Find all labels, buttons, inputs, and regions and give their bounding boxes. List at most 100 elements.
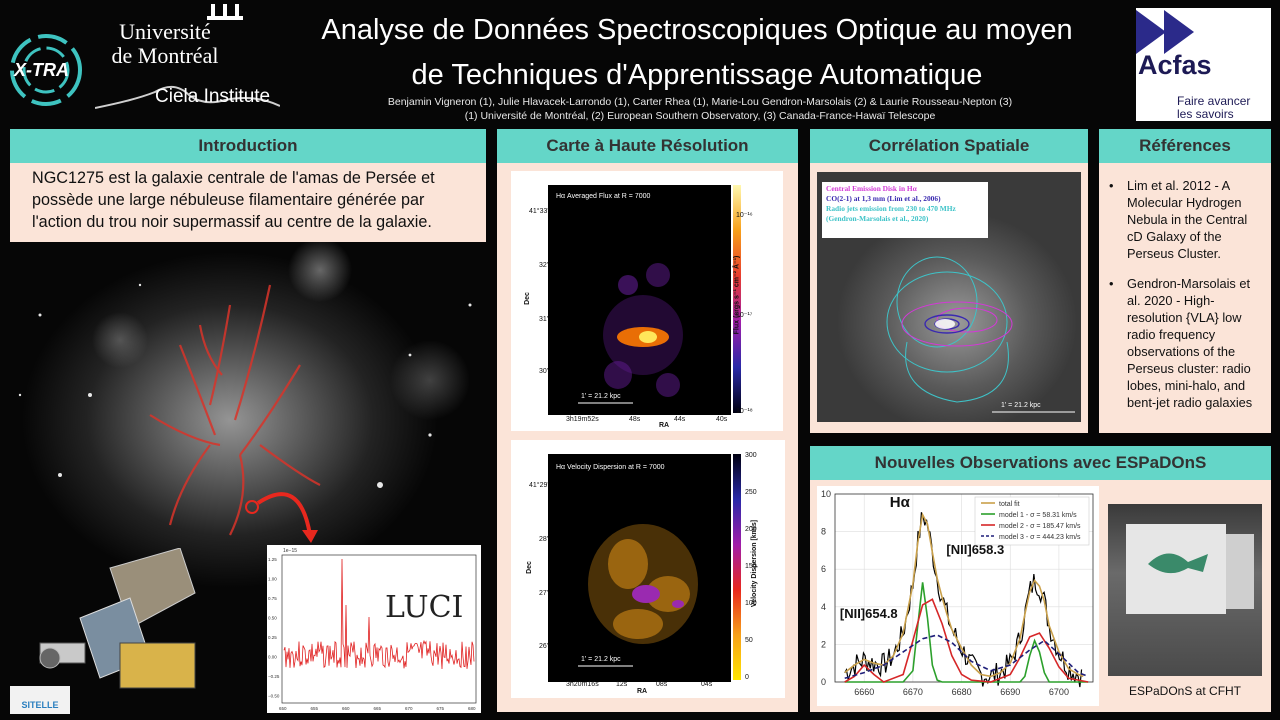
velocity-colorbar-tick: 150 bbox=[745, 563, 757, 570]
velocity-map-title: Hα Velocity Dispersion at R = 7000 bbox=[556, 464, 665, 471]
velocity-x-tick: 12s bbox=[616, 681, 628, 688]
luci-logo-text: LUCI bbox=[385, 590, 463, 625]
luci-y-tick: 1.25 bbox=[268, 557, 277, 562]
velocity-map-ylabel: Dec bbox=[525, 561, 533, 574]
reference-text: Lim et al. 2012 - A Molecular Hydrogen N… bbox=[1127, 178, 1248, 261]
flux-map-ylabel: Dec bbox=[523, 292, 531, 305]
flux-colorbar bbox=[733, 185, 741, 413]
velocity-map-figure: Hα Velocity Dispersion at R = 7000 1' = … bbox=[511, 440, 785, 698]
acfas-tagline: Faire avancer les savoirs bbox=[1177, 95, 1250, 121]
acfas-logo-name: Acfas bbox=[1138, 50, 1212, 80]
luci-y-tick: 0.25 bbox=[268, 635, 277, 640]
annotation-nii-6548: [NII]654.8 bbox=[840, 606, 898, 621]
series-line-0 bbox=[844, 512, 1084, 678]
correlation-legend: Central Emission Disk in Hα CO(2-1) at 1… bbox=[822, 182, 988, 238]
luci-x-tick: 670 bbox=[405, 706, 413, 711]
velocity-y-tick: 28' bbox=[539, 536, 549, 543]
flux-colorbar-tick: 10⁻¹⁷ bbox=[736, 312, 753, 319]
x-tick-label: 6700 bbox=[1049, 687, 1069, 697]
y-tick-label: 2 bbox=[821, 639, 826, 649]
x-tick-label: 6690 bbox=[1000, 687, 1020, 697]
espadons-photo bbox=[1108, 504, 1262, 676]
introduction-heading: Introduction bbox=[10, 129, 486, 163]
series-line-3 bbox=[844, 634, 1089, 680]
ciela-mountain-icon bbox=[95, 85, 280, 109]
luci-y-tick: 1.00 bbox=[268, 577, 277, 582]
x-tick-label: 6660 bbox=[854, 687, 874, 697]
references-heading: Références bbox=[1099, 129, 1271, 163]
legend-co: CO(2-1) at 1,3 mm (Lim et al., 2006) bbox=[826, 194, 941, 203]
legend-entry: model 3 - σ = 444.23 km/s bbox=[999, 534, 1081, 541]
acfas-logo bbox=[1136, 8, 1271, 121]
luci-x-tick: 655 bbox=[311, 706, 319, 711]
espadons-enclosure-side bbox=[1226, 534, 1254, 609]
udem-logo: Université de Montréal bbox=[85, 20, 245, 68]
flux-y-tick: 31' bbox=[539, 316, 549, 323]
flux-map-emission bbox=[578, 263, 683, 404]
velocity-colorbar-tick: 50 bbox=[745, 637, 753, 644]
luci-x-tick: 665 bbox=[374, 706, 382, 711]
poster-title-line1: Analyse de Données Spectroscopiques Opti… bbox=[321, 14, 1073, 46]
velocity-y-tick: 27' bbox=[539, 590, 549, 597]
luci-spectrum-plot: 1e−15 1.25 1.00 0.75 0.50 0.25 0.00 −0.25 −0.50… bbox=[268, 548, 477, 711]
velocity-y-tick: 41°29' bbox=[529, 482, 549, 489]
velocity-map-scale: 1' = 21.2 kpc bbox=[581, 656, 621, 663]
velocity-colorbar-tick: 0 bbox=[745, 674, 749, 681]
flux-x-tick: 48s bbox=[629, 416, 641, 423]
acfas-chevron-icon bbox=[1136, 10, 1194, 54]
y-tick-label: 0 bbox=[821, 677, 826, 687]
sitelle-logo: SITELLE bbox=[10, 686, 70, 714]
ciela-institute-label: Ciela Institute bbox=[155, 86, 271, 107]
velocity-x-tick: 08s bbox=[656, 681, 668, 688]
legend-halpha-disk: Central Emission Disk in Hα bbox=[826, 184, 917, 193]
legend-radio-ref: (Gendron-Marsolais et al., 2020) bbox=[826, 214, 929, 223]
luci-y-tick: 0.00 bbox=[268, 655, 277, 660]
bullet-icon: • bbox=[1109, 276, 1114, 291]
legend-box bbox=[974, 496, 1090, 546]
legend-entry: model 1 - σ = 58.31 km/s bbox=[999, 512, 1077, 519]
sitelle-instrument-image bbox=[39, 548, 196, 689]
legend-entry: model 2 - σ = 185.47 km/s bbox=[999, 523, 1081, 530]
x-tick-label: 6670 bbox=[903, 687, 923, 697]
y-tick-label: 4 bbox=[821, 602, 826, 612]
luci-spectrum-line bbox=[283, 558, 475, 670]
reference-text: Gendron-Marsolais et al. 2020 - High-res… bbox=[1127, 276, 1253, 410]
flux-map-xlabel: RA bbox=[659, 422, 670, 429]
velocity-x-tick: 3h20m16s bbox=[566, 681, 599, 688]
introduction-text: NGC1275 est la galaxie centrale de l'ama… bbox=[10, 163, 486, 242]
correlation-heading: Corrélation Spatiale bbox=[810, 129, 1088, 163]
observations-heading: Nouvelles Observations avec ESPaDOnS bbox=[810, 446, 1271, 480]
x-tick-label: 6680 bbox=[952, 687, 972, 697]
correlation-scale: 1' = 21.2 kpc bbox=[1001, 402, 1041, 409]
y-tick-label: 8 bbox=[821, 527, 826, 537]
reference-item: • Gendron-Marsolais et al. 2020 - High-re… bbox=[1109, 275, 1263, 411]
velocity-x-tick: 04s bbox=[701, 681, 713, 688]
velocity-colorbar-tick: 100 bbox=[745, 600, 757, 607]
velocity-colorbar-tick: 300 bbox=[745, 452, 757, 459]
correlation-contours bbox=[886, 256, 1075, 413]
velocity-map-image: Hα Velocity Dispersion at R = 7000 1' = … bbox=[548, 454, 731, 682]
reference-item: • Lim et al. 2012 - A Molecular Hydrogen … bbox=[1109, 177, 1263, 262]
ngc1275-galaxy-image bbox=[18, 283, 472, 543]
poster-title-line2: de Techniques d'Apprentissage Automatiqu… bbox=[411, 59, 983, 91]
flux-map-image: Hα Averaged Flux at R = 7000 1' = 21.2 k… bbox=[548, 185, 731, 415]
poster-title: Analyse de Données Spectroscopiques Opti… bbox=[262, 8, 1132, 98]
udem-line1: Université bbox=[119, 19, 211, 44]
luci-x-tick: 680 bbox=[468, 706, 476, 711]
xtra-logo: X-TRA bbox=[10, 34, 82, 106]
annotation-nii-6583: [NII]658.3 bbox=[946, 542, 1004, 557]
velocity-colorbar-tick: 250 bbox=[745, 489, 757, 496]
legend-radio-jets: Radio jets emission from 230 to 470 MHz bbox=[826, 204, 956, 213]
acfas-tagline-line1: Faire avancer bbox=[1177, 94, 1251, 108]
acfas-tagline-line2: les savoirs bbox=[1177, 107, 1234, 121]
flux-colorbar-tick: 10⁻¹⁸ bbox=[736, 408, 753, 415]
flux-y-tick: 41°33' bbox=[529, 208, 549, 215]
legend-entry: total fit bbox=[999, 501, 1020, 508]
flux-x-tick: 3h19m52s bbox=[566, 416, 599, 423]
luci-y-tick: −0.50 bbox=[268, 694, 280, 699]
espadons-fit-chart: 0 2 4 6 8 10 6660 6670 6680 6690 6700 Hα [NII]658… bbox=[817, 486, 1099, 706]
luci-y-tick: 0.50 bbox=[268, 616, 277, 621]
espadons-photo-caption: ESPaDOnS at CFHT bbox=[1128, 684, 1242, 698]
series-line-2 bbox=[844, 598, 1089, 683]
references-list: • Lim et al. 2012 - A Molecular Hydrogen … bbox=[1099, 163, 1271, 433]
